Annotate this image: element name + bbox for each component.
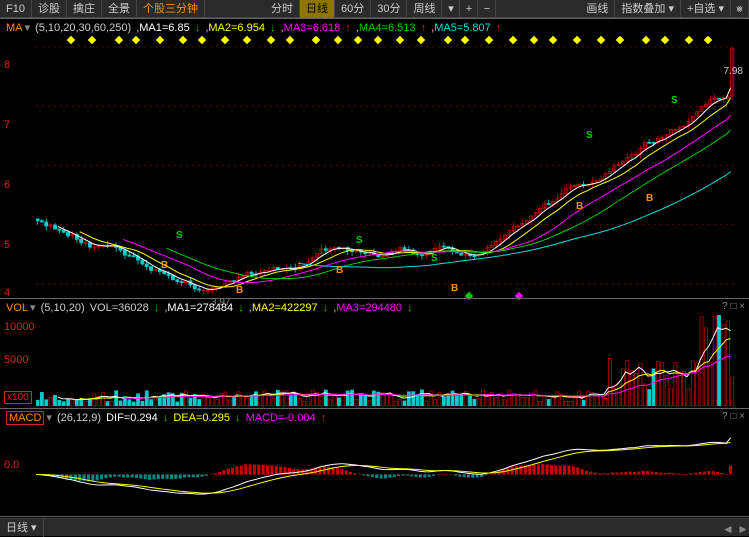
tf-30[interactable]: 30分 [371, 0, 407, 18]
macd-help-icon[interactable]: ? □ × [722, 411, 745, 422]
tb-draw[interactable]: 画线 [580, 0, 615, 18]
tb-fav[interactable]: +自选 ▾ [681, 0, 731, 18]
tb-f10[interactable]: F10 [0, 0, 32, 18]
main-toolbar: F10 诊股 擒庄 全景 个股三分钟 分时 日线 60分 30分 周线 ▾ + … [0, 0, 749, 18]
tf-down-icon[interactable]: ▾ [442, 0, 460, 18]
last-price-label: 7.98 [722, 65, 745, 78]
vol-help-icon[interactable]: ? □ × [722, 301, 745, 312]
scroll-arrows[interactable]: ◄ ► [722, 522, 749, 536]
tf-fenshi[interactable]: 分时 [265, 0, 300, 18]
tb-diag[interactable]: 诊股 [32, 0, 67, 18]
tf-daily[interactable]: 日线 [300, 0, 335, 18]
price-y-axis: 87654 [0, 19, 36, 298]
tb-pano[interactable]: 全景 [102, 0, 137, 18]
vol-legend: VOL▾ (5,10,20) VOL=36028 ↓ ,MA1=278484 ↓… [6, 301, 417, 314]
footer-timeframe[interactable]: 日线 ▾ [0, 519, 44, 537]
expand-icon[interactable]: ⨳ [731, 0, 749, 18]
price-panel[interactable]: MA▾ (5,10,20,30,60,250) ,MA1=6.85 ↓ ,MA2… [0, 18, 749, 298]
vol-chart[interactable] [36, 315, 735, 406]
footer-bar: 日线 ▾ ◄ ► [0, 518, 749, 536]
macd-legend: MACD▾ (26,12,9) DIF=0.294 ↓ DEA=0.295 ↓ … [6, 411, 330, 424]
price-legend: MA▾ (5,10,20,30,60,250) ,MA1=6.85 ↓ ,MA2… [6, 21, 505, 34]
tb-3min[interactable]: 个股三分钟 [137, 0, 205, 18]
zoom-in-icon[interactable]: + [460, 0, 478, 18]
macd-panel[interactable]: MACD▾ (26,12,9) DIF=0.294 ↓ DEA=0.295 ↓ … [0, 408, 749, 516]
zoom-out-icon[interactable]: − [478, 0, 496, 18]
macd-zero-label: 0.0 [4, 459, 19, 471]
tf-week[interactable]: 周线 [407, 0, 442, 18]
price-chart[interactable]: 7.98 3.97 SBBSBSBSBSB [36, 35, 735, 296]
tf-60[interactable]: 60分 [335, 0, 371, 18]
volume-panel[interactable]: VOL▾ (5,10,20) VOL=36028 ↓ ,MA1=278484 ↓… [0, 298, 749, 408]
vol-x100-badge: x100 [4, 391, 32, 404]
macd-chart[interactable] [36, 425, 735, 514]
tb-qz[interactable]: 擒庄 [67, 0, 102, 18]
tb-overlay[interactable]: 指数叠加 ▾ [615, 0, 681, 18]
